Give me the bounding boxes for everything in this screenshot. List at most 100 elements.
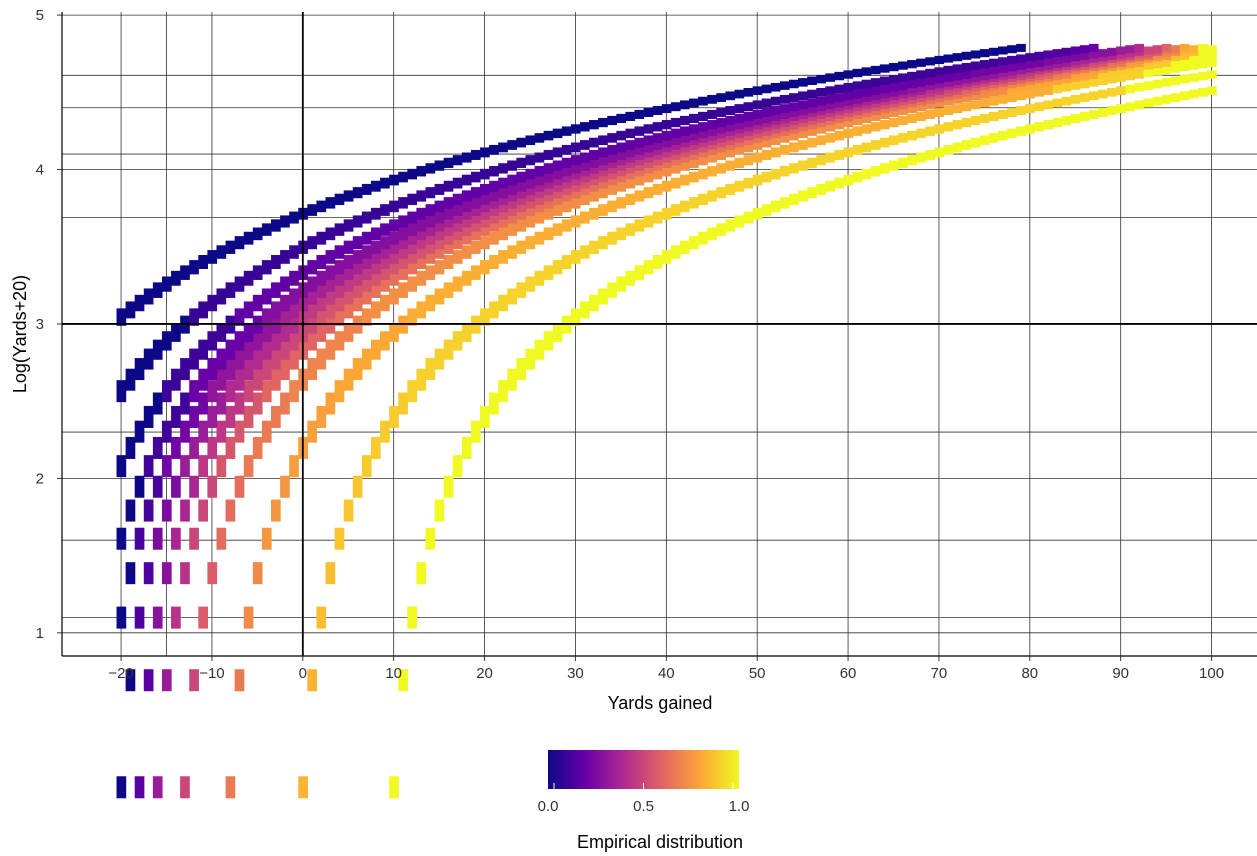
heatmap-cell — [489, 255, 499, 270]
heatmap-cell — [480, 260, 490, 275]
heatmap-cell — [261, 339, 272, 360]
heatmap-cell — [607, 163, 617, 174]
heatmap-cell — [1161, 65, 1172, 75]
heatmap-cell — [1125, 64, 1135, 73]
heatmap-cell — [761, 149, 772, 160]
x-tick-label: −20 — [108, 665, 133, 682]
heatmap-cell — [425, 187, 436, 199]
heatmap-cell — [1079, 71, 1090, 81]
heatmap-cell — [807, 76, 817, 86]
heatmap-cell — [907, 79, 917, 89]
heatmap-cell — [225, 380, 236, 403]
heatmap-cell — [852, 144, 863, 155]
heatmap-cell — [443, 339, 454, 360]
heatmap-cell — [443, 475, 454, 498]
heatmap-cell — [598, 171, 608, 183]
heatmap-cell — [125, 669, 136, 692]
heatmap-cell — [625, 128, 636, 139]
heatmap-cell — [888, 74, 899, 84]
heatmap-cell — [480, 405, 490, 428]
heatmap-cell — [334, 331, 345, 351]
heatmap-cell — [1143, 98, 1154, 108]
heatmap-cell — [607, 168, 617, 180]
heatmap-cell — [198, 301, 208, 319]
heatmap-cell — [289, 301, 299, 319]
heatmap-cell — [1107, 47, 1117, 56]
heatmap-cell — [998, 109, 1008, 119]
heatmap-cell — [752, 115, 763, 126]
heatmap-cell — [598, 177, 608, 189]
heatmap-cell — [670, 135, 681, 146]
heatmap-cell — [443, 197, 454, 209]
heatmap-cell — [707, 166, 717, 177]
heatmap-cell — [534, 270, 545, 286]
heatmap-cell — [689, 124, 699, 134]
heatmap-cell — [289, 211, 299, 224]
heatmap-cell — [480, 168, 490, 180]
heatmap-cell — [952, 120, 963, 130]
heatmap-cell — [352, 294, 363, 312]
heatmap-cell — [589, 163, 599, 174]
heatmap-cell — [271, 282, 281, 298]
heatmap-cell — [807, 98, 817, 108]
heatmap-cell — [470, 149, 481, 160]
heatmap-cell — [361, 245, 372, 259]
heatmap-cell — [207, 405, 218, 428]
y-axis-ticks: 1 2 3 4 5 — [36, 7, 62, 642]
heatmap-cell — [952, 94, 963, 104]
heatmap-cell — [316, 348, 327, 370]
heatmap-cell — [443, 157, 454, 168]
heatmap-cell — [407, 211, 418, 224]
heatmap-cell — [788, 142, 799, 153]
heatmap-cell — [1188, 73, 1199, 82]
heatmap-cell — [1197, 60, 1208, 69]
heatmap-cell — [370, 180, 381, 192]
heatmap-cell — [425, 294, 436, 312]
heatmap-cell — [1052, 98, 1063, 108]
heatmap-cell — [970, 50, 981, 59]
heatmap-cell — [234, 276, 245, 292]
heatmap-cell — [898, 133, 908, 143]
heatmap-cell — [970, 115, 981, 126]
heatmap-cell — [698, 111, 708, 121]
heatmap-cell — [1161, 94, 1172, 104]
heatmap-cell — [461, 245, 472, 259]
heatmap-cell — [243, 323, 254, 342]
heatmap-cell — [425, 265, 436, 280]
heatmap-cell — [570, 174, 581, 186]
heatmap-cell — [1179, 62, 1190, 72]
heatmap-cell — [698, 128, 708, 139]
heatmap-cell — [979, 98, 990, 108]
heatmap-cell — [879, 89, 890, 99]
heatmap-cell — [398, 171, 408, 183]
heatmap-cell — [434, 200, 445, 213]
heatmap-cell — [643, 215, 654, 228]
heatmap-cell — [1061, 58, 1072, 67]
heatmap-cell — [1097, 53, 1108, 62]
heatmap-cell — [343, 368, 354, 391]
heatmap-cell — [1197, 71, 1208, 81]
heatmap-cell — [361, 265, 372, 280]
heatmap-cell — [243, 405, 254, 428]
heatmap-cell — [934, 67, 945, 76]
heatmap-cell — [625, 193, 636, 206]
heatmap-cell — [916, 152, 926, 163]
heatmap-cell — [1025, 89, 1035, 99]
heatmap-cell — [1079, 79, 1090, 89]
heatmap-cell — [334, 527, 345, 550]
heatmap-cell — [1061, 47, 1072, 56]
heatmap-cell — [1097, 49, 1108, 58]
heatmap-cell — [252, 294, 263, 312]
heatmap-cell — [561, 200, 572, 213]
heatmap-cell — [234, 669, 245, 692]
heatmap-cell — [616, 197, 627, 209]
x-tick-label: 40 — [658, 665, 675, 682]
heatmap-cell — [525, 155, 536, 166]
heatmap-cell — [861, 67, 872, 76]
heatmap-cell — [570, 124, 581, 134]
heatmap-cell — [679, 100, 690, 110]
heatmap-cell — [943, 65, 954, 75]
reference-lines — [62, 12, 1257, 656]
heatmap-cell — [389, 231, 399, 245]
heatmap-cell — [1025, 53, 1035, 62]
